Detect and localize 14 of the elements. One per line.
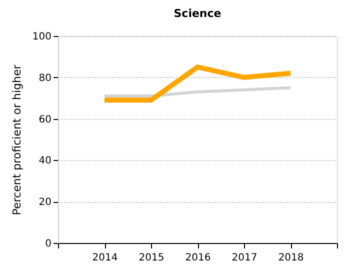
x-tick-label: 2016 (185, 252, 211, 264)
y-tick-label: 0 (45, 238, 52, 250)
y-tick-label: 60 (38, 114, 52, 126)
y-axis-title: Percent proficient or higher (10, 64, 24, 216)
x-tick-label: 2014 (92, 252, 118, 264)
x-tick-label: 2015 (138, 252, 164, 264)
line-series (103, 86, 292, 98)
chart-title: Science (174, 7, 222, 20)
x-tick-label: 2018 (278, 252, 304, 264)
y-tick-label: 80 (38, 72, 52, 84)
y-tick-label: 40 (38, 156, 52, 167)
y-tick-label: 100 (32, 32, 52, 42)
x-tick-label: 2017 (232, 252, 258, 264)
y-tick-label: 20 (38, 197, 52, 208)
